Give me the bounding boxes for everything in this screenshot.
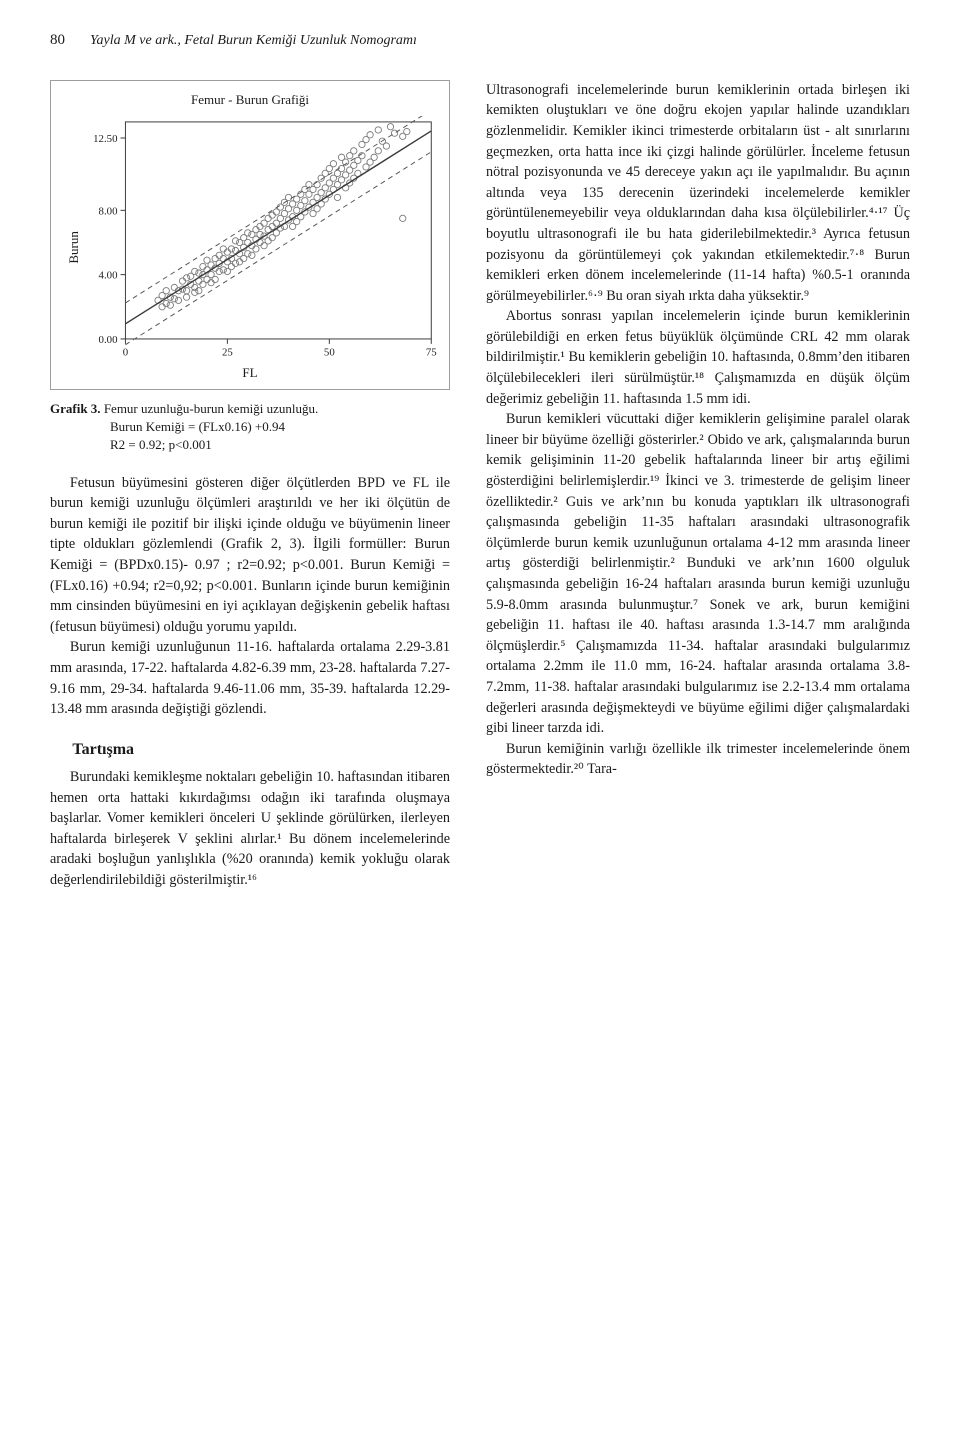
scatter-chart-container: Femur - Burun Grafiği Burun 0 25 50 75 0.00 4… xyxy=(50,80,450,390)
right-paragraph-2: Abortus sonrası yapılan incelemelerin iç… xyxy=(486,306,910,409)
page-number: 80 xyxy=(50,30,90,52)
right-paragraph-4: Burun kemiğinin varlığı özellikle ilk tr… xyxy=(486,739,910,780)
chart-x-axis-label: FL xyxy=(61,364,439,383)
two-column-layout: Femur - Burun Grafiği Burun 0 25 50 75 0.00 4… xyxy=(50,80,910,891)
svg-text:50: 50 xyxy=(324,346,335,358)
left-paragraph-2: Burun kemiği uzunluğunun 11-16. haftalar… xyxy=(50,637,450,719)
svg-text:0: 0 xyxy=(123,346,129,358)
caption-lead: Grafik 3. xyxy=(50,401,101,416)
svg-text:8.00: 8.00 xyxy=(98,205,118,217)
left-paragraph-1: Fetusun büyümesini gösteren diğer ölçütl… xyxy=(50,473,450,638)
page-header: 80 Yayla M ve ark., Fetal Burun Kemiği U… xyxy=(50,30,910,52)
section-heading-discussion: Tartışma xyxy=(50,738,450,761)
left-column: Femur - Burun Grafiği Burun 0 25 50 75 0.00 4… xyxy=(50,80,450,891)
left-paragraph-3: Burundaki kemikleşme noktaları gebeliğin… xyxy=(50,767,450,891)
caption-line3: R2 = 0.92; p<0.001 xyxy=(110,436,212,454)
svg-text:25: 25 xyxy=(222,346,233,358)
running-head: Yayla M ve ark., Fetal Burun Kemiği Uzun… xyxy=(90,31,417,51)
right-paragraph-1: Ultrasonografi incelemelerinde burun kem… xyxy=(486,80,910,307)
right-paragraph-3: Burun kemikleri vücuttaki diğer kemikler… xyxy=(486,409,910,739)
chart-y-axis-label: Burun xyxy=(61,116,84,363)
svg-text:75: 75 xyxy=(426,346,437,358)
chart-title: Femur - Burun Grafiği xyxy=(61,91,439,110)
caption-line2: Burun Kemiği = (FLx0.16) +0.94 xyxy=(110,418,285,436)
scatter-chart: 0 25 50 75 0.00 4.00 8.00 12.50 xyxy=(84,116,439,363)
svg-text:0.00: 0.00 xyxy=(98,333,118,345)
svg-text:12.50: 12.50 xyxy=(93,133,118,145)
svg-text:4.00: 4.00 xyxy=(98,269,118,281)
caption-line1: Femur uzunluğu-burun kemiği uzunluğu. xyxy=(104,401,318,416)
chart-caption: Grafik 3. Femur uzunluğu-burun kemiği uz… xyxy=(50,400,450,455)
right-column: Ultrasonografi incelemelerinde burun kem… xyxy=(486,80,910,891)
